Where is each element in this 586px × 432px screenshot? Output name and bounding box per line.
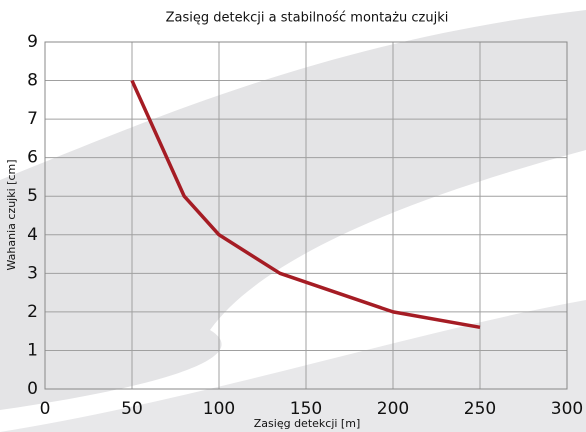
y-tick-label: 5 (27, 186, 38, 206)
decor-swoosh (0, 10, 586, 410)
x-tick-label: 50 (121, 399, 143, 419)
x-axis-label: Zasięg detekcji [m] (254, 417, 360, 430)
decor-swoosh (0, 300, 586, 432)
y-tick-label: 4 (27, 225, 38, 245)
chart-title: Zasięg detekcji a stabilność montażu czu… (166, 11, 449, 26)
y-tick-label: 2 (27, 302, 38, 322)
y-tick-label: 0 (27, 379, 38, 399)
x-tick-label: 300 (551, 399, 583, 419)
x-tick-label: 0 (40, 399, 51, 419)
x-tick-label: 200 (377, 399, 409, 419)
y-tick-label: 7 (27, 109, 38, 129)
y-axis-label: Wahania czujki [cm] (5, 159, 18, 270)
y-tick-label: 1 (27, 340, 38, 360)
x-tick-label: 250 (464, 399, 496, 419)
y-tick-label: 9 (27, 32, 38, 52)
x-tick-label: 100 (203, 399, 235, 419)
x-tick-label: 150 (290, 399, 322, 419)
data-line (130, 79, 481, 330)
y-tick-label: 6 (27, 148, 38, 168)
y-tick-label: 3 (27, 263, 38, 283)
y-tick-label: 8 (27, 71, 38, 91)
plot-frame (44, 41, 568, 390)
